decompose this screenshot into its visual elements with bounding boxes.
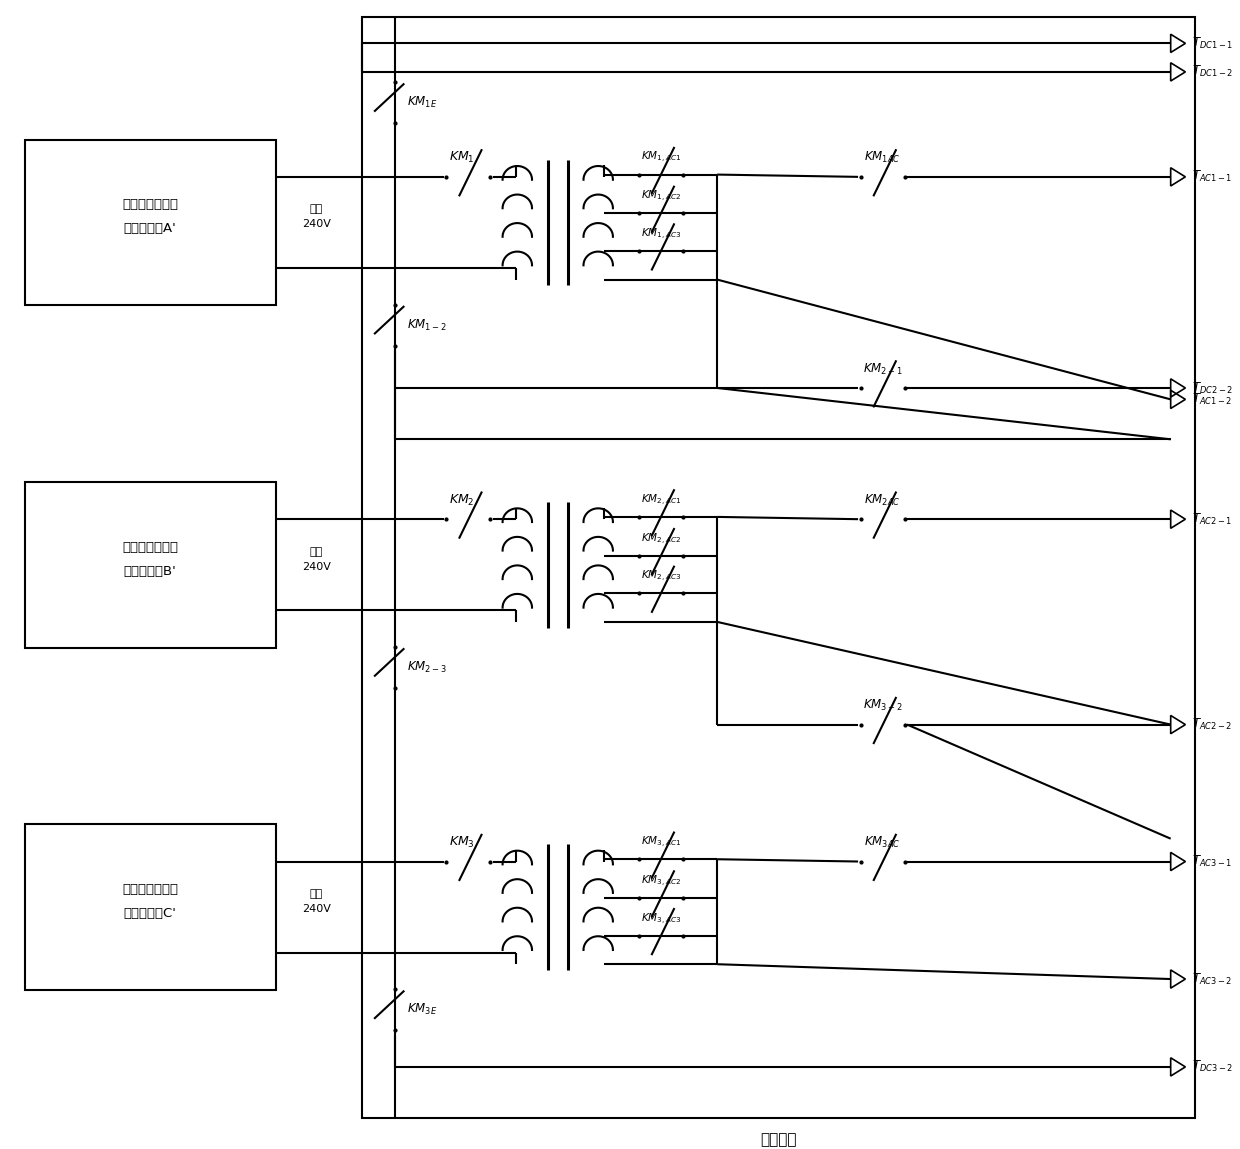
Text: $KM_{1E}$: $KM_{1E}$: [407, 95, 438, 110]
Text: $KM_{1,AC1}$: $KM_{1,AC1}$: [641, 151, 681, 165]
Text: 单电压范围线性
功率放大器C': 单电压范围线性 功率放大器C': [123, 882, 179, 920]
Text: $T_{AC2-2}$: $T_{AC2-2}$: [1192, 717, 1231, 732]
Text: 单电压范围线性
功率放大器B': 单电压范围线性 功率放大器B': [123, 541, 179, 578]
Text: $KM_{1-2}$: $KM_{1-2}$: [407, 317, 446, 333]
Text: $KM_{2AC}$: $KM_{2AC}$: [864, 493, 900, 508]
Bar: [25, 140, 275, 306]
Text: $KM_{3,AC2}$: $KM_{3,AC2}$: [641, 873, 681, 889]
Text: $T_{DC1-2}$: $T_{DC1-2}$: [1192, 64, 1233, 79]
Text: $KM_2$: $KM_2$: [449, 493, 475, 508]
Text: $KM_{2-1}$: $KM_{2-1}$: [863, 362, 903, 377]
Text: $KM_{3,AC3}$: $KM_{3,AC3}$: [641, 911, 681, 926]
Text: $KM_{1AC}$: $KM_{1AC}$: [864, 151, 900, 165]
Text: $KM_{2,AC1}$: $KM_{2,AC1}$: [641, 493, 681, 508]
Bar: [25, 483, 275, 648]
Text: $T_{DC2-2}$: $T_{DC2-2}$: [1192, 380, 1233, 395]
Text: $KM_{3E}$: $KM_{3E}$: [407, 1002, 438, 1017]
Text: $T_{AC2-1}$: $T_{AC2-1}$: [1192, 511, 1231, 526]
Text: $KM_{1,AC3}$: $KM_{1,AC3}$: [641, 226, 681, 242]
Text: $KM_{3-2}$: $KM_{3-2}$: [863, 699, 903, 714]
Text: $T_{DC1-1}$: $T_{DC1-1}$: [1192, 36, 1233, 51]
Text: $T_{AC3-2}$: $T_{AC3-2}$: [1192, 972, 1231, 987]
Text: $KM_{1,AC2}$: $KM_{1,AC2}$: [641, 190, 681, 205]
Text: 切换单元: 切换单元: [760, 1132, 796, 1147]
Bar: [25, 825, 275, 990]
Text: $T_{AC1-2}$: $T_{AC1-2}$: [1192, 392, 1231, 407]
Text: 额定
240V: 额定 240V: [301, 547, 331, 571]
Text: $T_{DC3-2}$: $T_{DC3-2}$: [1192, 1059, 1233, 1074]
Text: $T_{AC1-1}$: $T_{AC1-1}$: [1192, 169, 1231, 185]
Text: 单电压范围线性
功率放大器A': 单电压范围线性 功率放大器A': [123, 199, 179, 236]
Text: 额定
240V: 额定 240V: [301, 205, 331, 229]
Text: $KM_3$: $KM_3$: [449, 835, 475, 850]
Text: $KM_1$: $KM_1$: [449, 151, 475, 165]
Text: $T_{AC3-1}$: $T_{AC3-1}$: [1192, 854, 1231, 869]
Text: $KM_{2-3}$: $KM_{2-3}$: [407, 660, 446, 676]
Bar: [362, 17, 1195, 1118]
Text: $KM_{2,AC2}$: $KM_{2,AC2}$: [641, 532, 681, 547]
Text: $KM_{3AC}$: $KM_{3AC}$: [864, 835, 900, 850]
Text: 额定
240V: 额定 240V: [301, 889, 331, 913]
Text: $KM_{3,AC1}$: $KM_{3,AC1}$: [641, 835, 681, 850]
Text: $KM_{2,AC3}$: $KM_{2,AC3}$: [641, 569, 681, 584]
